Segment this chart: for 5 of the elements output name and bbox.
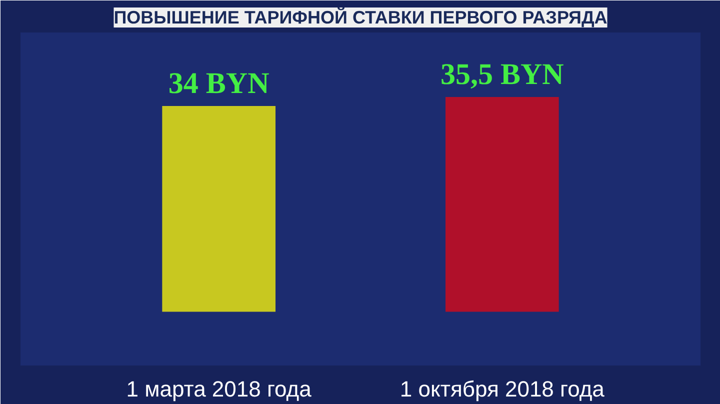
data-label: 34 BYN (168, 67, 270, 100)
x-tick-label: 1 марта 2018 года (126, 376, 312, 402)
chart-title: ПОВЫШЕНИЕ ТАРИФНОЙ СТАВКИ ПЕРВОГО РАЗРЯДА (114, 6, 608, 28)
data-label: 35,5 BYN (440, 58, 564, 91)
x-tick-label: 1 октября 2018 года (400, 376, 606, 402)
